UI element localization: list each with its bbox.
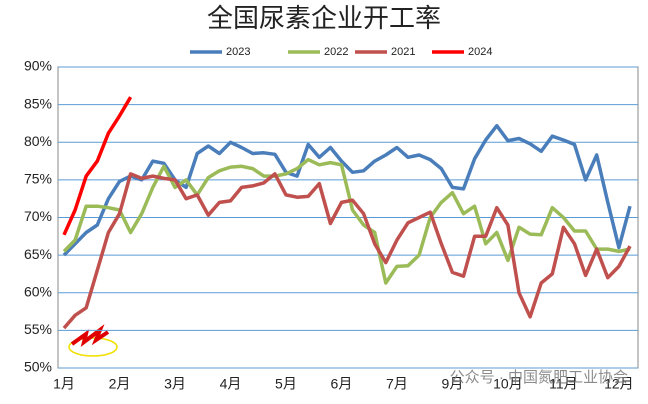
watermark: 公众号 · 中国氮肥工业协会 (450, 369, 628, 386)
legend-label: 2024 (468, 46, 492, 58)
x-tick-label: 7月 (386, 376, 408, 392)
y-tick-label: 85% (24, 95, 52, 111)
y-tick-label: 90% (24, 58, 52, 74)
y-tick-label: 55% (24, 321, 52, 337)
logo (68, 324, 118, 357)
chart-title: 全国尿素企业开工率 (207, 3, 441, 33)
y-tick-label: 60% (24, 283, 52, 299)
x-tick-label: 2月 (109, 376, 131, 392)
y-tick-label: 50% (24, 359, 52, 375)
legend-label: 2021 (391, 46, 415, 58)
x-tick-label: 5月 (275, 376, 297, 392)
y-tick-label: 80% (24, 133, 52, 149)
x-tick-label: 6月 (331, 376, 353, 392)
y-tick-label: 65% (24, 246, 52, 262)
x-tick-label: 10月 (493, 376, 523, 392)
x-tick-label: 3月 (164, 376, 186, 392)
x-tick-label: 11月 (549, 376, 578, 392)
x-tick-label: 12月 (604, 376, 634, 392)
y-tick-label: 70% (24, 208, 52, 224)
legend-label: 2022 (324, 46, 348, 58)
series-line (62, 172, 632, 330)
legend-label: 2023 (226, 46, 250, 58)
series-line (62, 96, 133, 236)
series-line (62, 123, 632, 257)
y-tick-label: 75% (24, 171, 52, 187)
x-tick-label: 1月 (53, 376, 75, 392)
x-tick-label: 4月 (220, 376, 242, 392)
x-tick-label: 9月 (442, 376, 464, 392)
